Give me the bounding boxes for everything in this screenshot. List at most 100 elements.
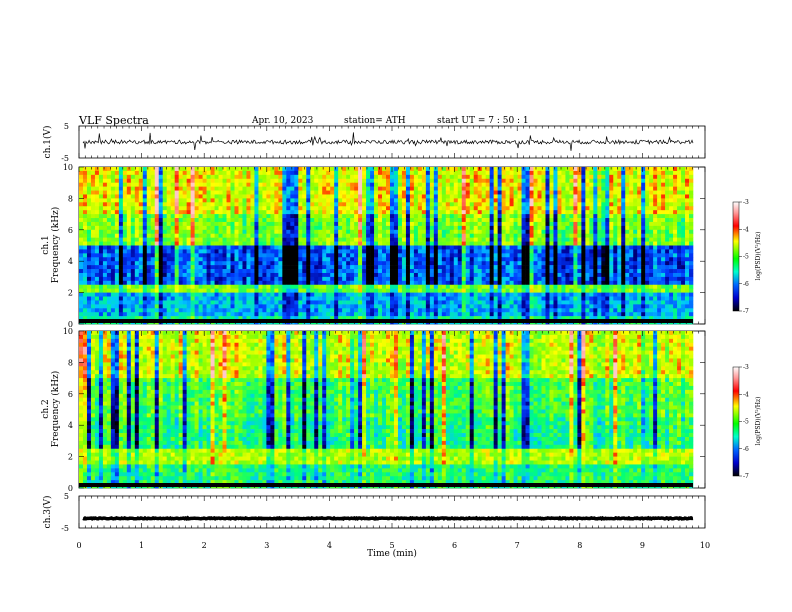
spectrogram-cell — [517, 257, 522, 262]
spectrogram-cell — [689, 190, 694, 195]
spectrogram-cell — [82, 198, 88, 203]
spectrogram-cell — [513, 269, 518, 274]
spectrogram-cell — [689, 202, 694, 207]
spectrogram-cell — [677, 167, 682, 172]
spectrogram-cell — [625, 167, 630, 172]
spectrogram-cell — [473, 261, 478, 266]
spectrogram-cell — [350, 261, 355, 266]
spectrogram-cell — [334, 167, 339, 172]
spectrogram-cell — [653, 174, 658, 180]
spectrogram-cell — [653, 210, 658, 215]
spectrogram-cell — [453, 261, 459, 266]
spectrogram-cell — [557, 233, 562, 238]
spectrogram-cell — [609, 261, 614, 266]
spectrogram-cell — [194, 178, 199, 183]
spectrogram-cell — [537, 237, 542, 242]
spectrogram-cell — [370, 167, 375, 172]
spectrogram-cell — [354, 194, 359, 199]
spectrogram-cell — [206, 174, 211, 180]
spectrogram-cell — [114, 206, 120, 211]
spectrogram-cell — [310, 237, 315, 242]
spectrogram-cell — [186, 241, 191, 246]
spectrogram-cell — [585, 229, 590, 235]
spectrogram-cell — [194, 206, 199, 211]
spectrogram-cell — [489, 182, 494, 187]
spectrogram-cell — [362, 190, 367, 195]
spectrogram-cell — [130, 233, 136, 238]
spectrogram-cell — [469, 221, 475, 227]
spectrogram-cell — [401, 214, 407, 219]
spectrogram-cell — [509, 194, 514, 199]
spectrogram-cell — [517, 214, 522, 219]
spectrogram-cell — [314, 269, 319, 274]
spectrogram-cell — [521, 288, 526, 293]
spectrogram-cell — [246, 214, 251, 219]
spectrogram-cell — [637, 249, 642, 254]
spectrogram-cell — [533, 190, 538, 195]
spectrogram-cell — [122, 194, 128, 199]
spectrogram-cell — [601, 272, 606, 278]
spectrogram-cell — [425, 186, 431, 191]
spectrogram-cell — [461, 269, 467, 274]
spectrogram-cell — [242, 288, 247, 293]
spectrogram-cell — [425, 261, 431, 266]
spectrogram-cell — [649, 276, 654, 282]
spectrogram-cell — [334, 178, 339, 183]
spectrogram-cell — [421, 288, 427, 293]
spectrogram-cell — [350, 284, 355, 289]
spectrogram-cell — [322, 237, 327, 242]
spectrogram-cell — [334, 276, 339, 282]
spectrogram-cell — [122, 202, 128, 207]
spectrogram-cell — [134, 170, 140, 176]
spectrogram-cell — [661, 198, 666, 203]
spectrogram-cell — [573, 225, 578, 231]
spectrogram-cell — [653, 276, 658, 282]
spectrogram-cell — [79, 221, 84, 227]
spectrogram-cell — [617, 233, 622, 238]
spectrogram-cell — [322, 229, 327, 235]
spectrogram-cell — [270, 194, 275, 199]
spectrogram-cell — [653, 218, 658, 223]
spectrogram-cell — [142, 178, 148, 183]
spectrogram-cell — [597, 241, 602, 246]
spectrogram-cell — [609, 198, 614, 203]
spectrogram-cell — [370, 276, 375, 282]
spectrogram-cell — [298, 194, 303, 199]
spectrogram-cell — [565, 210, 570, 215]
spectrogram-cell — [378, 257, 383, 262]
spectrogram-cell — [234, 218, 239, 223]
spectrogram-cell — [449, 182, 455, 187]
spectrogram-cell — [354, 210, 359, 215]
spectrogram-cell — [613, 265, 618, 270]
spectrogram-cell — [401, 206, 407, 211]
spectrogram-cell — [477, 229, 482, 235]
spectrogram-cell — [677, 170, 682, 176]
spectrogram-cell — [469, 249, 475, 254]
spectrogram-cell — [222, 233, 227, 238]
spectrogram-cell — [573, 249, 578, 254]
spectrogram-cell — [170, 237, 175, 242]
spectrogram-cell — [258, 198, 263, 203]
spectrogram-cell — [346, 233, 351, 238]
spectrogram-cell — [79, 190, 84, 195]
spectrogram-cell — [649, 214, 654, 219]
spectrogram-cell — [334, 245, 339, 250]
spectrogram-cell — [685, 170, 690, 176]
spectrogram-cell — [158, 257, 164, 262]
spectrogram-cell — [597, 233, 602, 238]
spectrogram-cell — [318, 288, 323, 293]
spectrogram-cell — [449, 257, 455, 262]
spectrogram-cell — [334, 269, 339, 274]
spectrogram-cell — [290, 272, 295, 278]
spectrogram-cell — [90, 261, 96, 266]
spectrogram-cell — [657, 257, 662, 262]
spectrogram-cell — [453, 198, 459, 203]
spectrogram-cell — [330, 265, 335, 270]
spectrogram-cell — [138, 280, 144, 286]
spectrogram-cell — [166, 288, 171, 293]
spectrogram-cell — [106, 292, 112, 297]
spectrogram-cell — [98, 288, 104, 293]
spectrogram-cell — [637, 237, 642, 242]
spectrogram-cell — [98, 214, 104, 219]
spectrogram-cell — [549, 174, 554, 180]
